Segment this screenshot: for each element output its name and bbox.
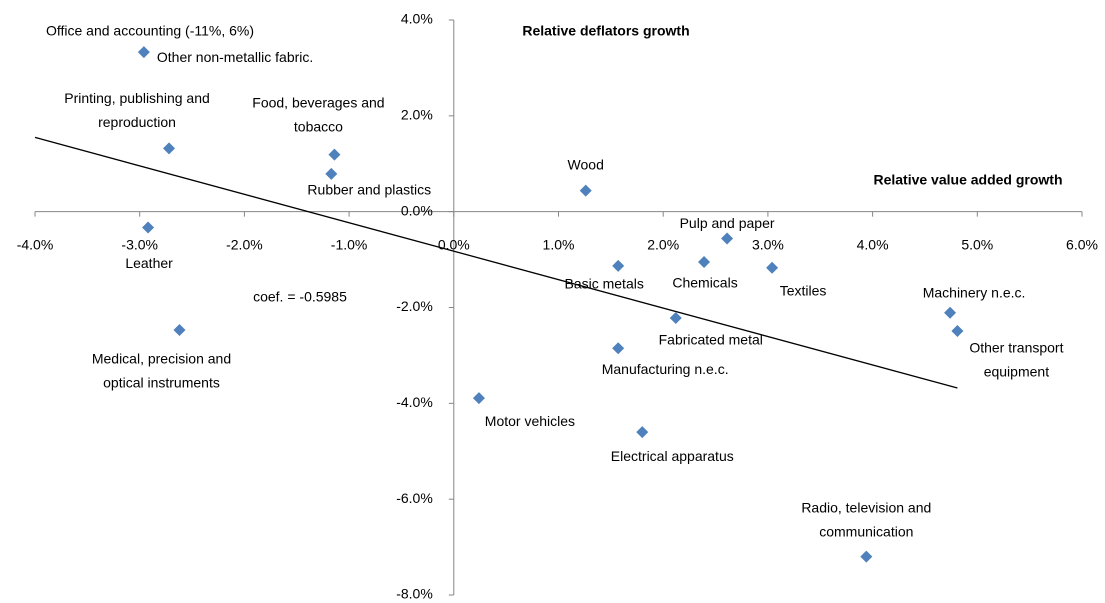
point — [142, 221, 155, 234]
x-tick-label: 1.0% — [543, 236, 575, 252]
x-axis-title: Relative value added growth — [873, 172, 1062, 188]
point — [636, 426, 649, 439]
annotation: Office and accounting (-11%, 6%) — [46, 23, 254, 39]
point-label: Chemicals — [672, 275, 737, 291]
point-label: Motor vehicles — [485, 413, 575, 429]
x-tick-label: 6.0% — [1066, 236, 1098, 252]
y-tick-label: -4.0% — [396, 394, 433, 410]
trendline — [34, 136, 958, 389]
point — [612, 342, 625, 355]
y-tick-label: -2.0% — [396, 298, 433, 314]
y-tick-label: 0.0% — [401, 202, 433, 218]
x-tick-label: 3.0% — [752, 236, 784, 252]
x-tick-label: -4.0% — [17, 236, 54, 252]
y-tick-label: -6.0% — [396, 490, 433, 506]
point-label: Machinery n.e.c. — [923, 284, 1026, 300]
point — [944, 306, 957, 319]
point — [669, 312, 682, 325]
y-tick-label: -8.0% — [396, 586, 433, 602]
point — [163, 142, 176, 155]
y-axis-title: Relative deflators growth — [522, 23, 689, 39]
x-tick-label: -1.0% — [331, 236, 368, 252]
point — [951, 324, 964, 337]
point-label: Printing, publishing and — [64, 90, 210, 106]
point-label: Other transport — [969, 340, 1063, 356]
point-label: communication — [819, 523, 913, 539]
point — [698, 255, 711, 268]
x-tick-label: 2.0% — [647, 236, 679, 252]
point-label: reproduction — [98, 114, 176, 130]
x-tick-label: 4.0% — [857, 236, 889, 252]
y-tick-label: 4.0% — [401, 11, 433, 27]
point — [766, 261, 779, 274]
point-label: Manufacturing n.e.c. — [602, 361, 729, 377]
point — [472, 392, 485, 405]
point — [612, 259, 625, 272]
point-label: Pulp and paper — [680, 215, 775, 231]
y-tick-label: 2.0% — [401, 107, 433, 123]
point-label: Leather — [125, 255, 173, 271]
point-label: Other non-metallic fabric. — [157, 49, 313, 65]
point — [325, 167, 338, 180]
x-tick-label: 5.0% — [961, 236, 993, 252]
point-label: Textiles — [780, 282, 827, 298]
point-label: Fabricated metal — [659, 332, 763, 348]
point-label: Basic metals — [564, 276, 643, 292]
point — [137, 46, 150, 59]
x-tick-label: 0.0% — [438, 236, 470, 252]
point — [328, 148, 341, 161]
point-label: Electrical apparatus — [611, 448, 734, 464]
point-label: Food, beverages and — [252, 94, 384, 110]
point-label: equipment — [984, 364, 1049, 380]
point-label: Medical, precision and — [92, 351, 231, 367]
point — [860, 550, 873, 563]
point — [721, 232, 734, 245]
point-label: optical instruments — [103, 375, 220, 391]
point-label: Wood — [568, 156, 604, 172]
point-label: Rubber and plastics — [307, 182, 431, 198]
x-tick-label: -3.0% — [121, 236, 158, 252]
point — [173, 324, 186, 337]
x-tick-label: -2.0% — [226, 236, 263, 252]
point-label: tobacco — [294, 118, 343, 134]
point-label: Radio, television and — [801, 499, 931, 515]
annotation: coef. = -0.5985 — [253, 289, 347, 305]
point — [579, 184, 592, 197]
